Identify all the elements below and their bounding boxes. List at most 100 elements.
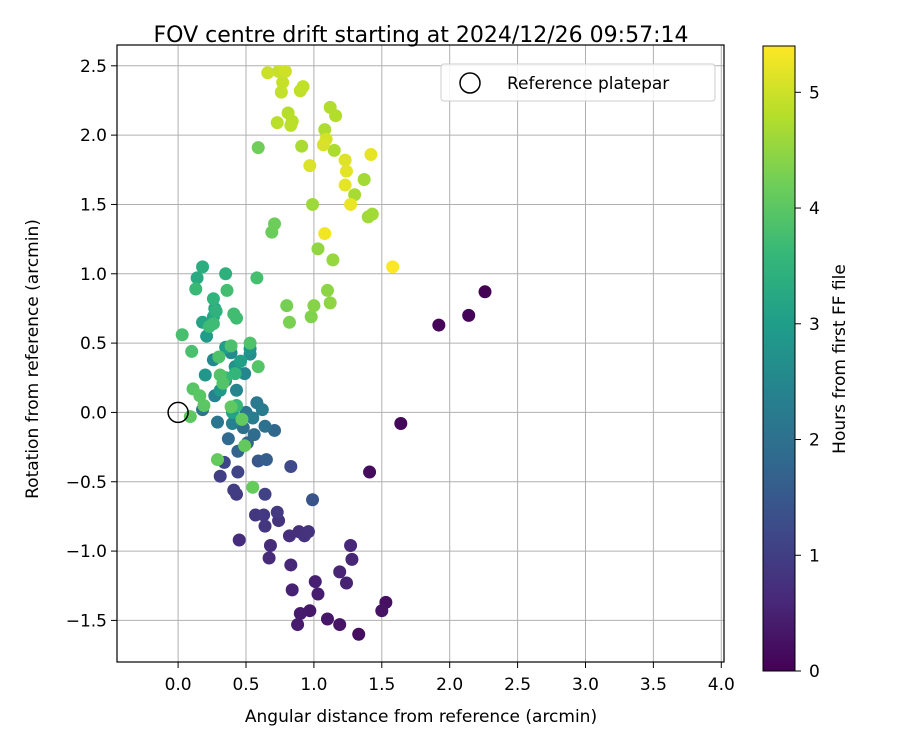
data-point (183, 410, 197, 424)
data-point (280, 299, 294, 313)
data-point (345, 552, 359, 566)
data-point (219, 267, 233, 281)
data-point (311, 587, 325, 601)
data-point (338, 178, 352, 192)
data-point (274, 85, 288, 99)
data-point (432, 318, 446, 332)
data-point (301, 525, 315, 539)
data-point (318, 123, 332, 137)
data-point (175, 328, 189, 342)
data-point (291, 618, 305, 632)
data-point (250, 271, 264, 285)
x-tick-label: 0.5 (232, 675, 259, 695)
data-point (364, 148, 378, 162)
y-tick-label: 0.0 (80, 403, 107, 423)
x-tick-label: 3.0 (572, 675, 599, 695)
data-point (276, 75, 290, 89)
data-point (270, 116, 284, 130)
data-point (206, 317, 220, 331)
data-point (255, 403, 269, 417)
data-point (284, 558, 298, 572)
data-point (285, 583, 299, 597)
colorbar-gradient (762, 45, 796, 672)
data-point (232, 533, 246, 547)
data-point (386, 260, 400, 274)
data-point (270, 505, 284, 519)
colorbar-tick-label: 2 (809, 431, 820, 451)
data-point (224, 339, 238, 353)
y-tick-label: 2.5 (80, 57, 107, 77)
x-tick-label: 2.0 (436, 675, 463, 695)
data-point (246, 411, 260, 425)
data-point (306, 493, 320, 507)
data-point (212, 350, 226, 364)
data-point (220, 283, 234, 297)
data-point (333, 618, 347, 632)
data-point (263, 539, 277, 553)
data-point (258, 419, 272, 433)
data-point (209, 304, 223, 318)
data-point (375, 604, 389, 618)
data-point (251, 360, 265, 374)
data-point (365, 207, 379, 221)
data-point (303, 159, 317, 173)
data-point (308, 575, 322, 589)
data-point (190, 271, 204, 285)
data-point (278, 64, 292, 78)
data-point (198, 368, 212, 382)
data-point (293, 606, 307, 620)
data-point (320, 612, 334, 626)
data-point (262, 551, 276, 565)
data-point (326, 253, 340, 267)
x-axis-ticks: 0.0 0.5 1.0 1.5 2.0 2.5 3.0 3.5 4.0 (165, 662, 735, 695)
y-tick-label: 1.5 (80, 195, 107, 215)
y-tick-label: 1.0 (80, 265, 107, 285)
y-axis-ticks: −1.5 −1.0 −0.5 0.0 0.5 1.0 1.5 2.0 2.5 (66, 57, 117, 631)
data-point (206, 292, 220, 306)
colorbar-tick-label: 1 (809, 546, 820, 566)
y-tick-label: −1.0 (66, 542, 107, 562)
data-point (213, 469, 227, 483)
data-point (339, 576, 353, 590)
data-point (196, 260, 210, 274)
data-point (258, 519, 272, 533)
chart-title: FOV centre drift starting at 2024/12/26 … (154, 23, 689, 48)
data-point (320, 283, 334, 297)
data-point (261, 66, 275, 80)
data-point (352, 627, 366, 641)
data-point (318, 227, 332, 241)
data-point (193, 389, 207, 403)
data-point (210, 453, 224, 467)
colorbar-label: Hours from first FF file (830, 264, 850, 454)
data-point (348, 188, 362, 202)
reference-marker (167, 401, 189, 424)
plot-frame (116, 44, 725, 663)
data-point (221, 432, 235, 446)
data-point (311, 242, 325, 256)
x-tick-label: 3.5 (640, 675, 667, 695)
data-point (394, 417, 408, 431)
data-point (247, 428, 261, 442)
data-point (296, 80, 310, 94)
colorbar-tick-label: 5 (809, 83, 820, 103)
data-point (304, 310, 318, 324)
data-point (197, 398, 211, 412)
colorbar-tick-label: 0 (809, 662, 820, 682)
data-point (224, 400, 238, 414)
legend-box (440, 63, 716, 102)
data-point (339, 164, 353, 178)
data-point (323, 296, 337, 310)
legend-label: Reference platepar (507, 74, 669, 94)
data-points (175, 64, 492, 641)
data-point (189, 282, 203, 296)
y-tick-label: 0.5 (80, 334, 107, 354)
data-point (227, 307, 241, 321)
data-point (306, 197, 320, 211)
x-tick-label: 1.5 (368, 675, 395, 695)
x-axis-label: Angular distance from reference (arcmin) (245, 707, 597, 727)
y-axis-label: Rotation from reference (arcmin) (23, 219, 43, 499)
data-point (238, 439, 252, 453)
data-point (329, 109, 343, 123)
grid-lines (117, 45, 724, 662)
